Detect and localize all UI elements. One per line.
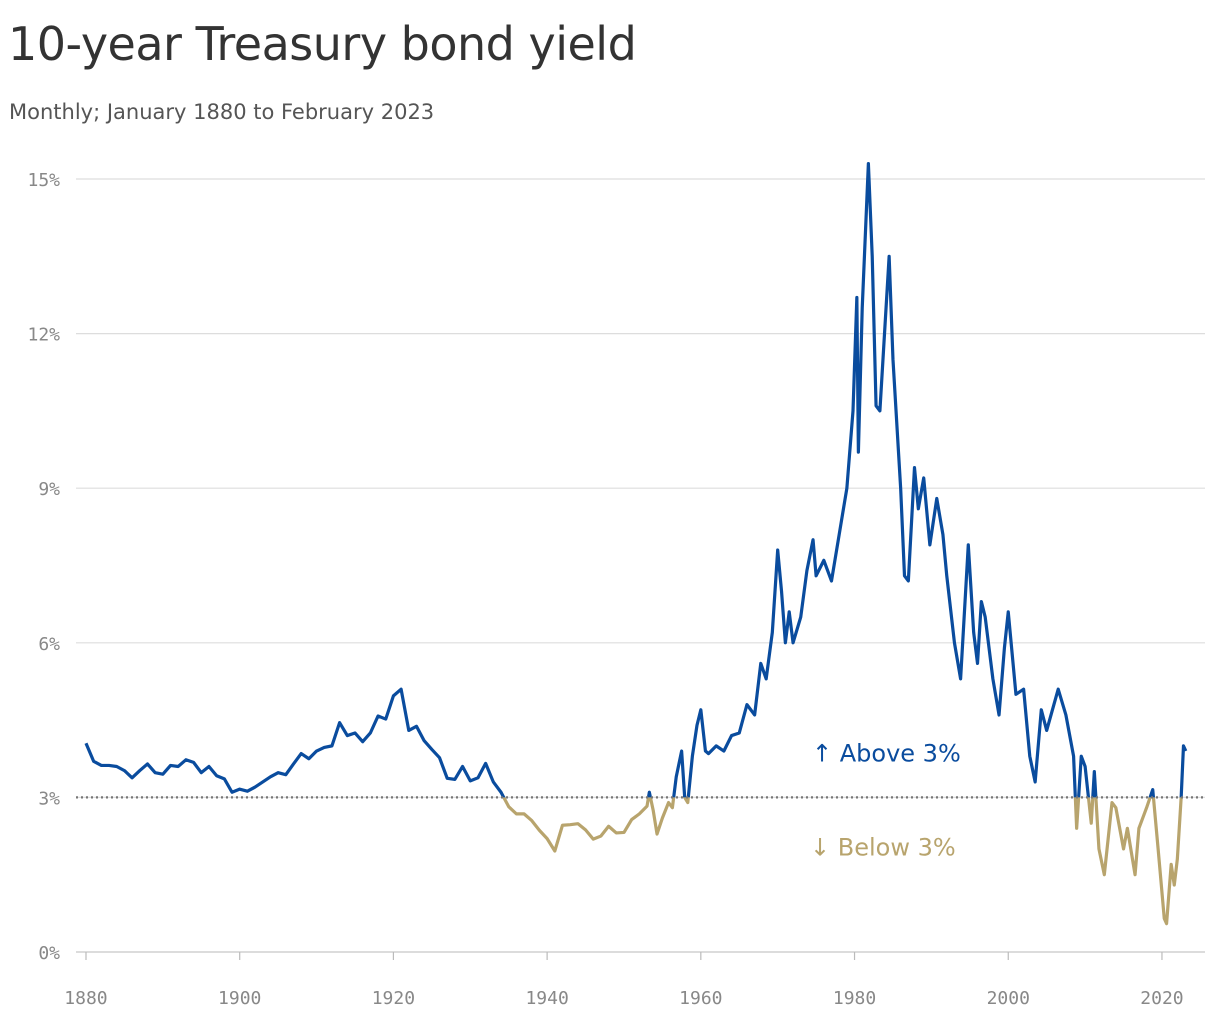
- chart-title: 10-year Treasury bond yield: [8, 17, 636, 71]
- x-tick-label: 1940: [525, 988, 568, 1009]
- x-tick-label: 2020: [1140, 988, 1183, 1009]
- yield-line: [84, 161, 1188, 798]
- x-tick-label: 1880: [64, 988, 107, 1009]
- x-tick-label: 1900: [218, 988, 261, 1009]
- y-tick-label: 6%: [38, 634, 60, 655]
- chart-subtitle: Monthly; January 1880 to February 2023: [9, 100, 434, 124]
- annotation-below: ↓ Below 3%: [810, 833, 956, 861]
- x-tick-label: 2000: [987, 988, 1030, 1009]
- x-tick-label: 1920: [372, 988, 415, 1009]
- y-tick-label: 9%: [38, 479, 60, 500]
- y-tick-label: 3%: [38, 788, 60, 809]
- y-tick-label: 12%: [27, 325, 60, 346]
- x-tick-label: 1960: [679, 988, 722, 1009]
- yield-line: [501, 797, 1183, 926]
- annotation-above: ↑ Above 3%: [812, 739, 961, 767]
- x-tick-label: 1980: [833, 988, 876, 1009]
- y-tick-label: 0%: [38, 943, 60, 964]
- y-tick-label: 15%: [27, 170, 60, 191]
